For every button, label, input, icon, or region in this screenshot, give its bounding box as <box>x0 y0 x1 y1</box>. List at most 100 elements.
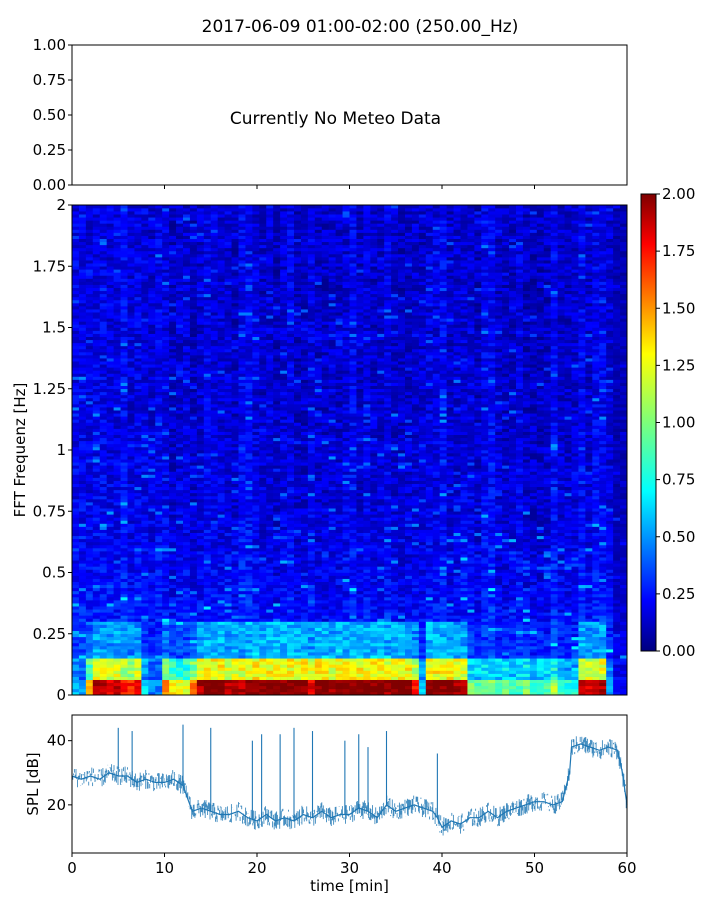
spectrogram-cell <box>99 593 107 598</box>
spectrogram-cell <box>113 416 121 420</box>
spectrogram-cell <box>127 235 135 239</box>
spectrogram-cell <box>280 505 288 509</box>
spectrogram-cell <box>245 532 253 537</box>
spectrogram-cell <box>203 312 212 316</box>
spectrogram-cell <box>266 682 274 687</box>
spectrogram-cell <box>183 434 191 439</box>
spectrogram-cell <box>127 205 135 209</box>
spectrogram-cell <box>106 437 114 442</box>
spectrogram-cell <box>259 593 267 598</box>
spectrogram-cell <box>78 529 87 533</box>
spectrogram-cell <box>196 431 205 435</box>
spectrogram-cell <box>78 627 87 631</box>
spectrogram-cell <box>203 593 212 598</box>
spectrogram-cell <box>78 330 87 334</box>
spectrogram-cell <box>141 532 149 537</box>
spectrogram-cell <box>120 247 128 252</box>
spectrogram-cell <box>162 569 170 573</box>
spectrogram-cell <box>78 229 87 233</box>
spectrogram-cell <box>183 419 191 423</box>
spectrogram-cell <box>245 284 253 288</box>
spectrogram-cell <box>210 352 218 356</box>
spectrogram-cell <box>113 691 121 696</box>
spectrogram-cell <box>72 422 80 426</box>
spectrogram-cell <box>85 526 94 530</box>
spectrogram-cell <box>106 318 114 322</box>
spectrogram-cell <box>189 257 198 261</box>
spectrogram-cell <box>280 474 288 478</box>
spectrogram-cell <box>148 584 156 589</box>
spectrogram-cell <box>231 290 239 295</box>
spectrogram-cell <box>280 266 288 270</box>
spectrogram-cell <box>78 327 87 331</box>
spectrogram-cell <box>203 505 212 509</box>
spectrogram-cell <box>120 621 128 625</box>
spectrogram-cell <box>217 220 225 224</box>
spectrogram-cell <box>169 477 177 481</box>
spectrogram-cell <box>238 495 246 500</box>
spectrogram-cell <box>106 434 114 439</box>
spectrogram-cell <box>252 407 260 411</box>
spectrogram-cell <box>231 238 239 243</box>
spectrogram-cell <box>78 260 87 264</box>
spectrogram-cell <box>259 440 267 445</box>
spectrogram-cell <box>189 480 198 484</box>
spectrogram-cell <box>169 508 177 512</box>
spectrogram-cell <box>252 456 260 460</box>
spectrogram-cell <box>203 584 212 589</box>
spectrogram-cell <box>99 627 107 631</box>
spectrogram-cell <box>210 526 218 530</box>
spectrogram-cell <box>99 523 107 527</box>
spectrogram-cell <box>162 523 170 527</box>
spectrogram-cell <box>183 606 191 610</box>
spectrogram-cell <box>92 618 101 622</box>
spectrogram-cell <box>78 211 87 215</box>
spectrogram-cell <box>231 489 239 494</box>
spectrogram-cell <box>113 257 121 261</box>
spectrogram-cell <box>231 520 239 524</box>
spectrogram-cell <box>231 529 239 533</box>
spectrogram-cell <box>120 646 128 650</box>
spectrogram-cell <box>113 600 121 604</box>
spectrogram-cell <box>155 385 163 390</box>
spectrogram-cell <box>196 293 205 298</box>
spectrogram-cell <box>252 401 260 405</box>
spectrogram-cell <box>203 241 212 246</box>
spectrogram-cell <box>259 306 267 310</box>
spectrogram-cell <box>280 630 288 635</box>
spectrogram-cell <box>148 670 156 674</box>
spectrogram-cell <box>189 603 198 607</box>
spectrogram-cell <box>238 679 246 684</box>
spectrogram-cell <box>266 370 274 374</box>
spectrogram-cell <box>169 303 177 307</box>
spectrogram-cell <box>189 471 198 475</box>
spectrogram-cell <box>113 401 121 405</box>
spectrogram-cell <box>266 287 274 292</box>
spectrogram-cell <box>266 538 274 543</box>
spectrogram-cell <box>217 459 225 463</box>
spectrogram-cell <box>266 523 274 527</box>
spectrogram-cell <box>148 658 156 662</box>
spectrogram-cell <box>134 247 142 252</box>
spectrogram-cell <box>210 646 218 650</box>
spectrogram-cell <box>183 456 191 460</box>
spectrogram-cell <box>273 474 281 478</box>
spectrogram-cell <box>113 296 121 301</box>
spectrogram-cell <box>72 474 80 478</box>
spectrogram-cell <box>162 241 170 246</box>
spectrogram-cell <box>259 529 267 533</box>
spectrogram-cell <box>92 520 101 524</box>
spectrogram-cell <box>120 563 128 567</box>
spectrogram-cell <box>238 413 246 417</box>
spectrogram-cell <box>113 373 121 377</box>
spectrogram-cell <box>113 443 121 448</box>
spectrogram-cell <box>183 306 191 310</box>
spectrogram-cell <box>217 446 225 451</box>
spectrogram-cell <box>217 388 225 393</box>
spectrogram-cell <box>196 376 205 380</box>
spectrogram-cell <box>196 502 205 506</box>
spectrogram-cell <box>120 440 128 445</box>
spectrogram-cell <box>259 211 267 215</box>
spectrogram-cell <box>148 541 156 546</box>
spectrogram-cell <box>217 505 225 509</box>
